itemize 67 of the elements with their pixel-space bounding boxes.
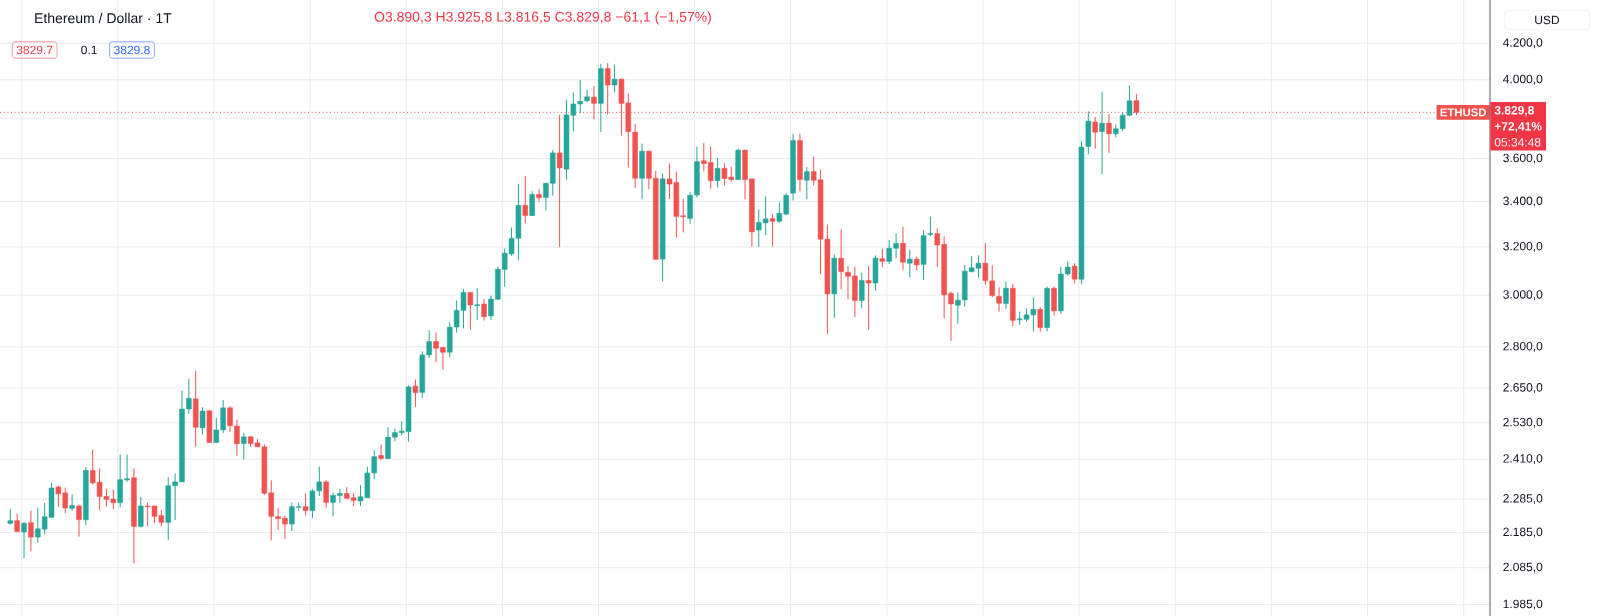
candlestick <box>989 264 995 298</box>
candlestick <box>323 479 329 509</box>
candlestick <box>865 265 872 331</box>
candlestick <box>900 226 906 271</box>
candlestick <box>714 157 721 188</box>
y-tick-label: 2.650,0 <box>1503 383 1543 394</box>
candlestick <box>1092 116 1098 150</box>
candlestick <box>1099 91 1105 175</box>
candlestick <box>412 378 419 408</box>
candlestick <box>1051 286 1057 316</box>
candlestick <box>611 64 618 93</box>
candlestick <box>1133 93 1140 116</box>
text: 05:34:48 <box>1494 138 1541 147</box>
candlestick <box>529 190 535 217</box>
y-tick-label: 3.000,0 <box>1503 290 1543 301</box>
text: +72,41% <box>1494 122 1542 133</box>
candlestick <box>28 510 34 552</box>
y-tick-label: 2.285,0 <box>1503 494 1543 505</box>
y-tick-label: 2.410,0 <box>1503 454 1543 465</box>
y-tick-label: 4.200,0 <box>1503 38 1543 49</box>
y-tick-label: 2.085,0 <box>1503 562 1543 573</box>
candlestick <box>893 232 899 259</box>
ref-line-label: ETHUSD <box>1440 108 1486 117</box>
candlestick <box>467 291 474 331</box>
candlestick <box>199 406 206 435</box>
y-tick-label: 2.800,0 <box>1503 341 1543 352</box>
candlestick <box>522 175 529 224</box>
candlestick <box>879 248 886 268</box>
candlestick <box>1071 262 1078 284</box>
candlestick <box>982 242 989 286</box>
y-tick-label: 3.400,0 <box>1503 196 1543 207</box>
y-tick-label: 2.185,0 <box>1503 527 1543 538</box>
candlestick <box>69 494 75 512</box>
candlestick <box>859 272 865 309</box>
candlestick <box>481 298 487 322</box>
candlestick <box>21 521 27 559</box>
candlestick <box>241 432 247 460</box>
candlestick <box>927 216 934 237</box>
candlestick <box>378 443 384 461</box>
annotation: 3829.7 <box>16 45 53 55</box>
text: 3.829,8 <box>1494 106 1534 117</box>
candlestick <box>1106 113 1112 154</box>
candlestick <box>907 249 913 278</box>
candlestick <box>804 166 810 200</box>
candlestick <box>584 89 590 103</box>
text: O3.890,3 H3.925,8 L3.816,5 C3.829,8 −61,1 (−1,57%) <box>374 11 711 25</box>
text: Ethereum / Dollar · 1T <box>35 12 172 24</box>
y-tick-label: 4.000,0 <box>1503 74 1543 85</box>
y-tick-label: 1.985,0 <box>1503 599 1543 610</box>
candlestick <box>1037 306 1044 333</box>
candlestick <box>886 239 892 265</box>
y-tick-label: 2.530,0 <box>1503 417 1543 428</box>
candlestick <box>769 213 776 247</box>
text: USD <box>1535 15 1560 25</box>
candlestick <box>474 287 480 321</box>
candlestick <box>536 188 542 203</box>
candlestick <box>302 493 309 516</box>
candlestick <box>138 496 144 528</box>
candlestick <box>1003 281 1009 310</box>
candlestick <box>838 228 844 290</box>
candlestick <box>76 504 82 538</box>
candlestick <box>556 114 563 248</box>
annotation: 3829.8 <box>114 45 150 55</box>
y-tick-label: 3.200,0 <box>1503 241 1543 252</box>
candlestick <box>996 286 1002 313</box>
y-tick-label: 3.600,0 <box>1503 153 1543 164</box>
annotation: 0.1 <box>81 45 97 55</box>
